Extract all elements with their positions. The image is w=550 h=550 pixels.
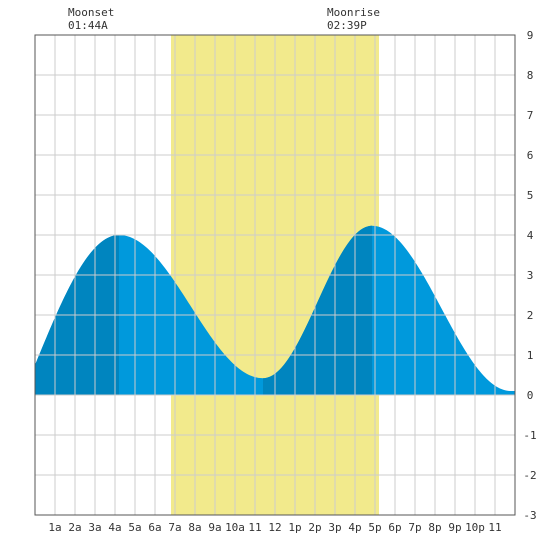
x-tick-label: 10p xyxy=(465,521,485,534)
x-tick-label: 3a xyxy=(88,521,101,534)
moonset-time: 01:44A xyxy=(68,19,108,32)
y-tick-label: 2 xyxy=(527,309,534,322)
x-tick-label: 2p xyxy=(308,521,321,534)
x-tick-label: 4a xyxy=(108,521,121,534)
x-tick-label: 1p xyxy=(288,521,301,534)
x-tick-label: 4p xyxy=(348,521,361,534)
x-tick-label: 3p xyxy=(328,521,341,534)
plot-frame xyxy=(34,34,516,516)
x-tick-label: 9p xyxy=(448,521,461,534)
y-tick-label: 4 xyxy=(527,229,534,242)
y-tick-label: -3 xyxy=(523,509,536,522)
x-tick-label: 8a xyxy=(188,521,201,534)
x-tick-label: 6a xyxy=(148,521,161,534)
x-tick-label: 5p xyxy=(368,521,381,534)
moonset-label: Moonset xyxy=(68,6,114,19)
y-tick-label: -2 xyxy=(523,469,536,482)
y-tick-label: 5 xyxy=(527,189,534,202)
y-tick-label: 8 xyxy=(527,69,534,82)
x-tick-label: 6p xyxy=(388,521,401,534)
y-tick-label: 0 xyxy=(527,389,534,402)
y-tick-label: 9 xyxy=(527,29,534,42)
moonrise-label: Moonrise xyxy=(327,6,380,19)
x-tick-label: 2a xyxy=(68,521,81,534)
y-tick-label: 7 xyxy=(527,109,534,122)
x-tick-label: 10a xyxy=(225,521,245,534)
moonrise-time: 02:39P xyxy=(327,19,367,32)
x-tick-label: 12 xyxy=(268,521,281,534)
x-tick-label: 7p xyxy=(408,521,421,534)
rising-tide-band-2 xyxy=(263,225,372,395)
x-tick-label: 7a xyxy=(168,521,181,534)
y-tick-label: 1 xyxy=(527,349,534,362)
x-tick-label: 8p xyxy=(428,521,441,534)
y-tick-label: 3 xyxy=(527,269,534,282)
y-tick-label: -1 xyxy=(523,429,536,442)
x-tick-label: 9a xyxy=(208,521,221,534)
x-tick-label: 1a xyxy=(48,521,61,534)
x-tick-label: 11 xyxy=(488,521,501,534)
x-tick-label: 11 xyxy=(248,521,261,534)
x-tick-label: 5a xyxy=(128,521,141,534)
y-tick-label: 6 xyxy=(527,149,534,162)
